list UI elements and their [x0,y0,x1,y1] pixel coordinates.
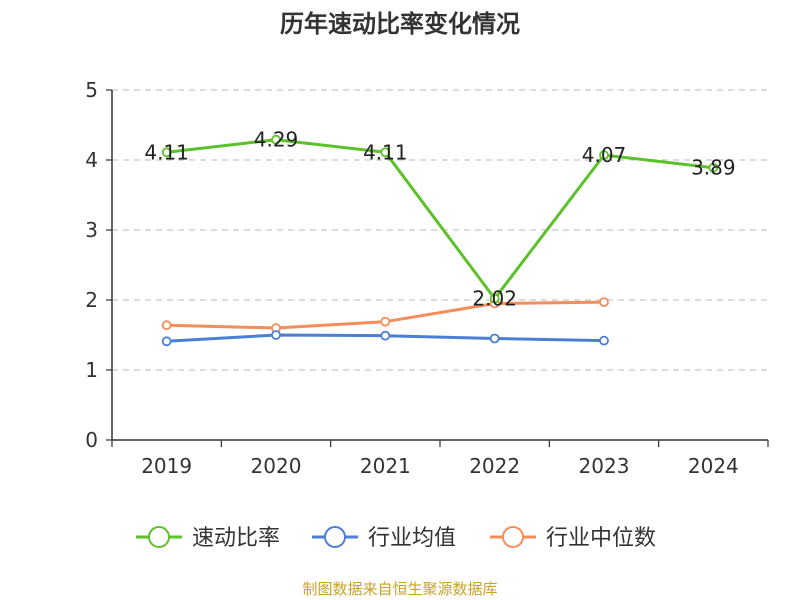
legend-marker [324,526,346,548]
legend-item: 行业均值 [312,526,456,551]
y-tick-label: 5 [85,78,98,102]
data-label: 4.11 [144,140,189,164]
series-3 [161,297,609,333]
x-tick-label: 2022 [469,454,520,478]
data-label: 4.29 [254,128,299,152]
x-tick-label: 2024 [688,454,739,478]
grid-lines [112,89,768,371]
data-point [708,162,719,173]
legend-item: 速动比率 [136,526,280,551]
data-point [271,134,281,145]
legend-marker [148,526,170,548]
data-label: 4.11 [363,140,408,164]
data-label: 4.07 [582,143,627,167]
data-point [599,297,609,308]
y-tick-label: 1 [85,358,98,382]
series-line [166,138,714,301]
x-tick-label: 2019 [141,454,192,478]
data-point [271,330,281,340]
data-point [599,335,609,346]
legend-marker [502,526,524,548]
legend-label: 速动比率 [192,526,280,551]
y-tick-label: 2 [85,288,98,312]
data-point [161,336,172,347]
y-tick-label: 4 [85,148,98,172]
data-labels: 4.11 4.29 4.11 2.02 4.07 3.89 [144,128,735,311]
series-layer [161,134,719,347]
data-point [161,320,172,331]
data-point [380,147,391,158]
axes: 0 1 2 3 4 5 2019 2020 2021 2022 2023 2024 [85,78,769,478]
legend: 速动比率 行业均值 行业中位数 [136,526,656,551]
data-label: 2.02 [472,287,517,311]
data-point [380,316,391,327]
data-point [380,330,391,341]
data-point [599,150,609,161]
data-point [489,293,500,304]
series-2 [161,330,609,347]
x-tick-label: 2023 [579,454,630,478]
series-1 [161,134,719,304]
y-tick-label: 0 [85,428,98,452]
y-tick-label: 3 [85,218,98,242]
data-point [161,147,172,158]
data-label: 3.89 [691,156,736,180]
legend-label: 行业中位数 [546,526,656,551]
legend-label: 行业均值 [368,526,456,551]
chart-title: 历年速动比率变化情况 [280,10,520,38]
source-note: 制图数据来自恒生聚源数据库 [302,580,497,598]
data-point [489,333,500,344]
x-tick-label: 2021 [360,454,411,478]
x-tick-label: 2020 [251,454,302,478]
legend-item: 行业中位数 [490,526,656,551]
